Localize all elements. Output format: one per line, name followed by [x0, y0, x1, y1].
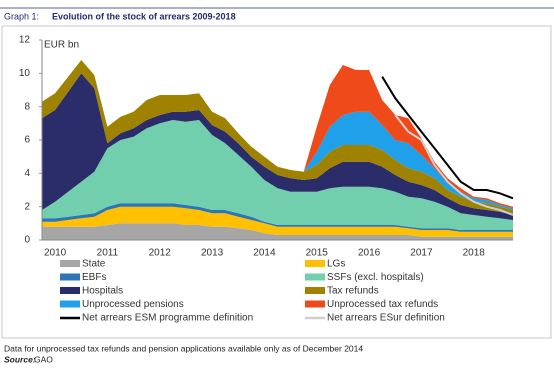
x-tick-label: 2012 [149, 248, 172, 259]
area [42, 206, 513, 237]
x-tick-label: 2018 [463, 248, 486, 259]
legend-swatch [305, 300, 325, 308]
legend-swatch [305, 273, 325, 281]
area [42, 223, 513, 240]
legend-label: EBFs [82, 272, 106, 283]
x-tick-label: 2014 [253, 248, 276, 259]
legend-swatch [305, 260, 325, 267]
legend-swatch [60, 273, 80, 281]
source-label: Source: [4, 354, 36, 364]
x-tick-label: 2017 [410, 248, 433, 259]
legend-swatch [60, 287, 80, 294]
graph-label: Graph 1: [4, 11, 39, 21]
chart-title: Evolution of the stock of arrears 2009-2… [52, 11, 236, 21]
legend-label: Hospitals [82, 286, 123, 297]
area [42, 73, 513, 220]
y-tick-label: 4 [24, 168, 30, 179]
y-axis-label: EUR bn [44, 40, 79, 51]
line [381, 76, 514, 200]
frame [1, 25, 552, 339]
legend-label: State [82, 259, 106, 270]
y-tick-label: 12 [19, 35, 31, 46]
area [42, 120, 513, 230]
source: GAO [34, 354, 53, 364]
line [394, 114, 514, 216]
x-tick-label: 2015 [306, 248, 329, 259]
legend-swatch [60, 300, 80, 308]
area [42, 203, 513, 232]
area [42, 60, 513, 210]
area [42, 60, 513, 215]
y-tick-label: 6 [24, 135, 30, 146]
y-tick-label: 2 [24, 201, 30, 212]
legend-label: Unprocessed tax refunds [327, 299, 438, 310]
y-tick-label: 10 [19, 68, 31, 79]
legend-label: Net arrears ESM programme definition [82, 313, 253, 324]
y-tick-label: 8 [24, 101, 30, 112]
y-tick-label: 0 [24, 235, 30, 246]
legend-swatch [60, 260, 80, 267]
legend-label: LGs [327, 259, 345, 270]
area [42, 60, 513, 209]
x-tick-label: 2013 [201, 248, 224, 259]
x-tick-label: 2010 [44, 248, 67, 259]
legend-label: SSFs (excl. hospitals) [327, 272, 424, 283]
x-tick-label: 2011 [97, 248, 119, 259]
x-tick-label: 2016 [358, 248, 381, 259]
legend-label: Unprocessed pensions [82, 299, 184, 310]
note: Data for unprocessed tax refunds and pen… [4, 343, 363, 353]
legend-swatch [305, 287, 325, 294]
legend-label: Net arrears ESur definition [327, 313, 445, 324]
legend-label: Tax refunds [327, 286, 379, 297]
